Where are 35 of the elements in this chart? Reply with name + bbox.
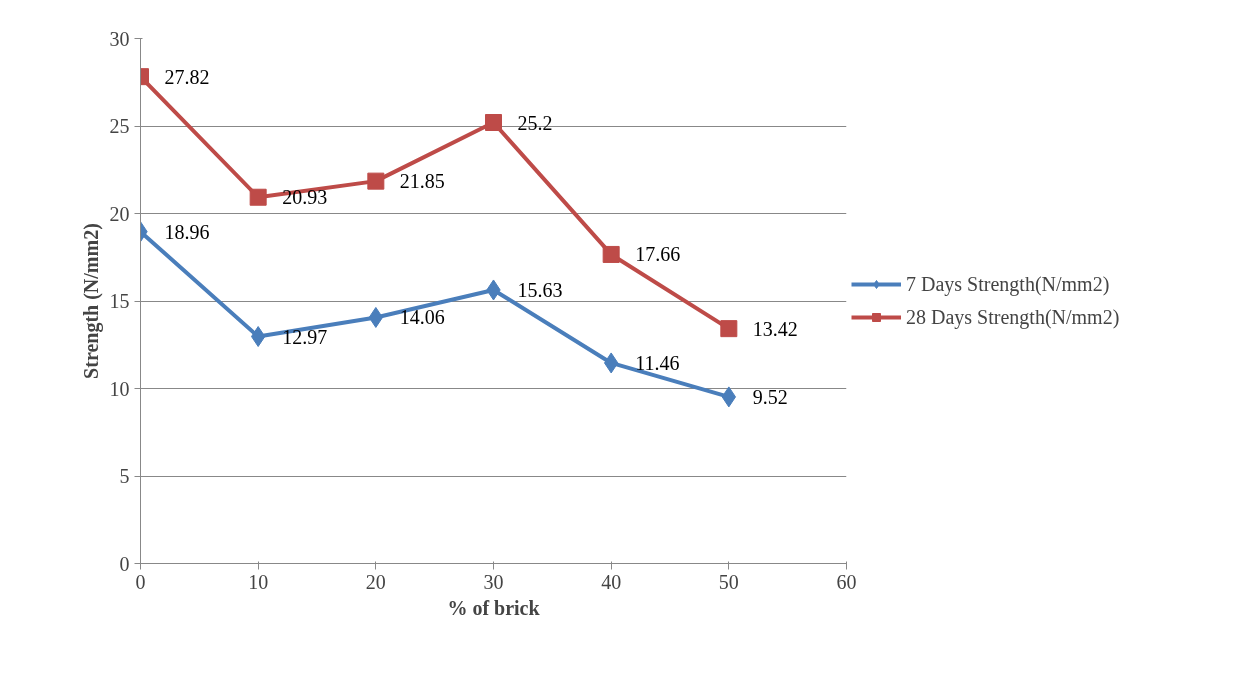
y-tick-label: 10 bbox=[109, 377, 130, 400]
x-tick-label: 40 bbox=[601, 570, 622, 593]
legend-label: 28 Days Strength(N/mm2) bbox=[906, 305, 1120, 329]
data-label: 14.06 bbox=[399, 306, 445, 329]
data-label: 21.85 bbox=[399, 170, 445, 193]
data-label: 15.63 bbox=[517, 278, 563, 301]
y-tick-label: 15 bbox=[109, 290, 130, 312]
y-axis-title: Strength (N/mm2) bbox=[79, 223, 103, 379]
x-tick-label: 20 bbox=[365, 570, 386, 593]
data-label: 17.66 bbox=[635, 243, 681, 266]
x-tick-label: 50 bbox=[718, 570, 739, 593]
data-label: 13.42 bbox=[752, 317, 798, 340]
y-tick-label: 30 bbox=[109, 27, 130, 50]
data-label: 25.2 bbox=[517, 111, 553, 134]
y-tick-label: 20 bbox=[109, 202, 130, 225]
legend-label: 7 Days Strength(N/mm2) bbox=[906, 272, 1110, 296]
x-axis-title: % of brick bbox=[447, 596, 541, 619]
y-tick-label: 25 bbox=[109, 115, 130, 137]
data-label: 12.97 bbox=[282, 325, 328, 348]
point bbox=[367, 172, 385, 190]
data-label: 9.52 bbox=[752, 385, 788, 408]
point bbox=[720, 320, 738, 338]
data-label: 27.82 bbox=[164, 65, 210, 88]
data-label: 18.96 bbox=[164, 220, 210, 243]
x-tick-label: 60 bbox=[836, 570, 857, 593]
y-tick-label: 0 bbox=[119, 552, 130, 575]
y-tick-label: 5 bbox=[119, 465, 130, 487]
data-label: 20.93 bbox=[282, 186, 328, 209]
point bbox=[249, 188, 267, 206]
x-tick-label: 30 bbox=[483, 570, 504, 593]
point bbox=[602, 245, 620, 263]
x-tick-label: 10 bbox=[248, 570, 269, 593]
point bbox=[485, 114, 502, 131]
data-label: 11.46 bbox=[635, 351, 680, 374]
x-tick-label: 0 bbox=[135, 570, 146, 593]
